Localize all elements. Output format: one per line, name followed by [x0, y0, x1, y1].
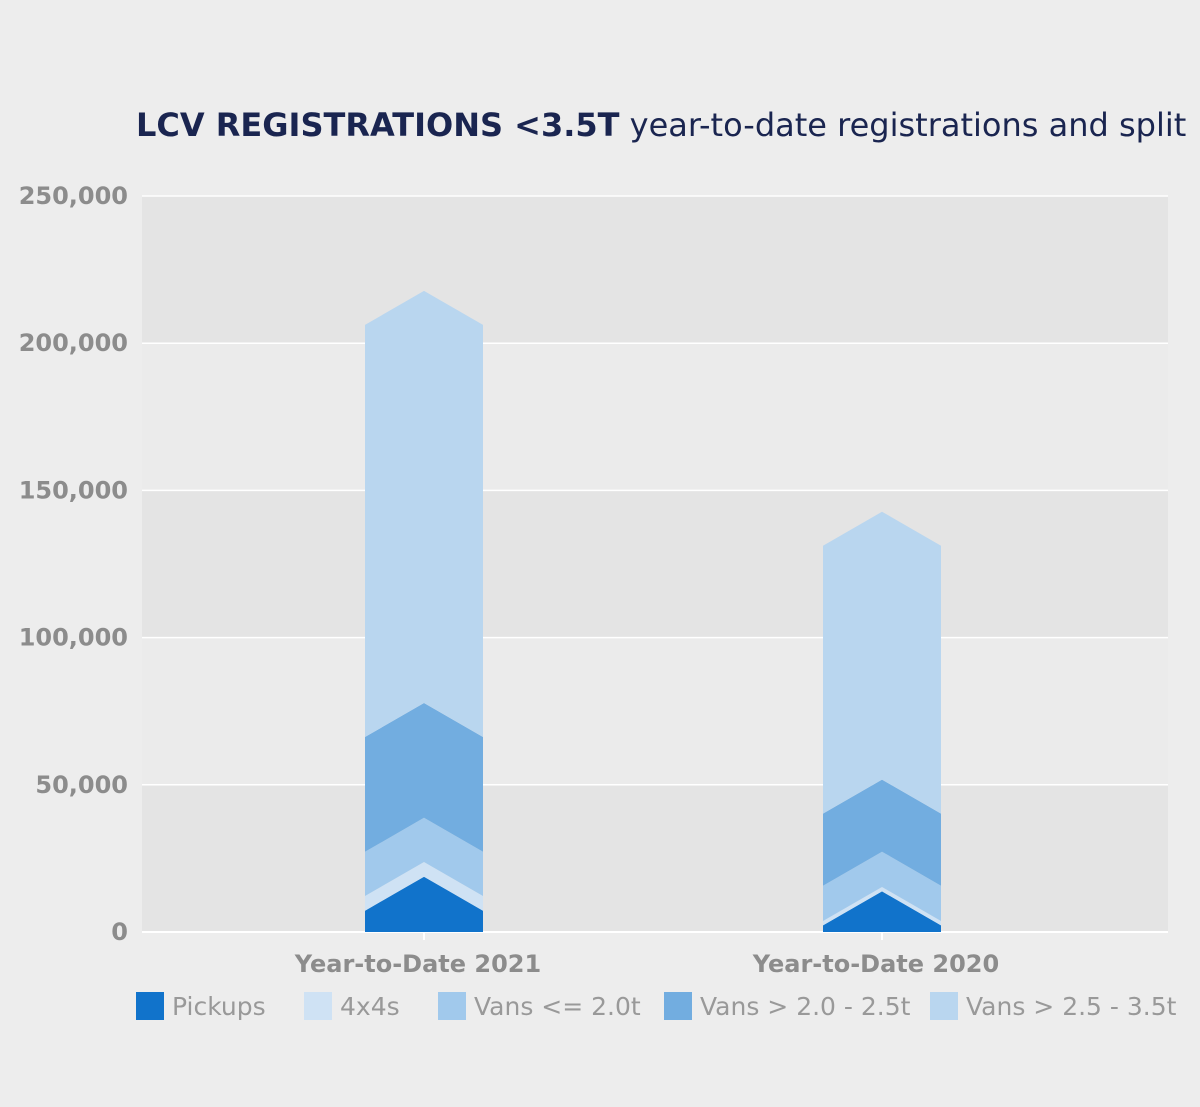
legend-item: Vans > 2.5 - 3.5t: [930, 988, 1176, 1024]
legend-label: Vans <= 2.0t: [474, 991, 641, 1021]
y-tick-label: 150,000: [19, 476, 128, 504]
grid-band: [142, 490, 1168, 638]
y-tick-label: 100,000: [19, 624, 128, 652]
chart-title-bold: LCV REGISTRATIONS <3.5T: [136, 106, 620, 144]
bar-segment-vans-2-5-3-5t: [823, 511, 941, 814]
y-tick-label: 50,000: [35, 771, 128, 799]
grid-band: [142, 196, 1168, 344]
legend-swatch: [304, 992, 332, 1020]
legend-swatch: [136, 992, 164, 1020]
legend-item: 4x4s: [304, 988, 400, 1024]
x-tick-label: Year-to-Date 2021: [294, 950, 541, 978]
bar-segment-vans-2-5-3-5t: [365, 290, 483, 737]
legend-label: Vans > 2.5 - 3.5t: [966, 991, 1177, 1021]
legend-swatch: [664, 992, 692, 1020]
legend-swatch: [930, 992, 958, 1020]
y-tick-label: 200,000: [19, 329, 128, 357]
grid-band: [142, 784, 1168, 932]
bar-segment-4x4s: [365, 862, 483, 911]
y-tick-label: 250,000: [19, 182, 128, 210]
chart-title-rest: year-to-date registrations and split: [619, 106, 1187, 144]
grid-band: [142, 343, 1168, 491]
chart-legend: Pickups 4x4s Vans <= 2.0t Vans > 2.0 - 2.5t…: [136, 988, 1176, 1024]
chart-title: LCV REGISTRATIONS <3.5T year-to-date reg…: [136, 106, 1186, 144]
legend-label: 4x4s: [340, 991, 400, 1021]
x-tick-label: Year-to-Date 2020: [752, 950, 999, 978]
bar-segment-vans-2-0-2-5t: [823, 779, 941, 886]
legend-item: Pickups: [136, 988, 266, 1024]
legend-label: Vans > 2.0 - 2.5t: [700, 991, 911, 1021]
y-tick-label: 0: [111, 918, 128, 946]
legend-item: Vans <= 2.0t: [438, 988, 641, 1024]
legend-label: Pickups: [172, 991, 266, 1021]
bar-segment-vans-2-0t: [365, 817, 483, 896]
grid-band: [142, 637, 1168, 785]
bar-segment-pickups: [823, 891, 941, 932]
stacked-bar-chart: 0 50,000 100,000 150,000 200,000 250,000 Year…: [19, 182, 1168, 978]
bar-segment-vans-2-0t: [823, 851, 941, 921]
legend-item: Vans > 2.0 - 2.5t: [664, 988, 910, 1024]
bar-segment-vans-2-0-2-5t: [365, 703, 483, 852]
legend-swatch: [438, 992, 466, 1020]
bar-segment-pickups: [365, 876, 483, 932]
